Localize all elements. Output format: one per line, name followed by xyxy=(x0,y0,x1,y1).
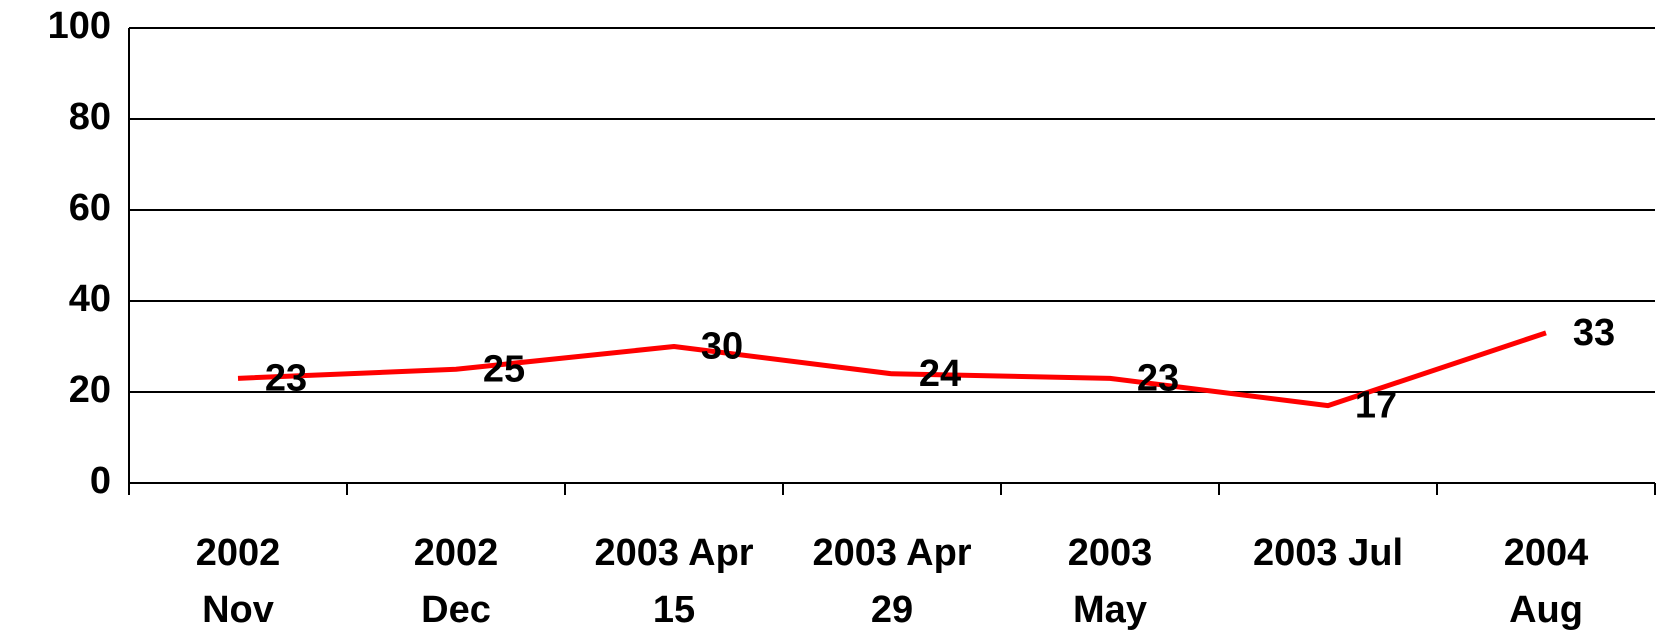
x-tick-label-box: 2003 May xyxy=(1067,532,1153,631)
x-tick-label-box: 2002 Dec xyxy=(413,532,499,631)
x-tick-label: 2002 Nov xyxy=(195,532,281,631)
x-tick-label-box: 2003 Apr 15 xyxy=(594,532,754,631)
line xyxy=(237,330,1547,409)
data-label: 25 xyxy=(483,348,525,390)
x-tick-label: 2003 May xyxy=(1067,532,1153,631)
x-tick-label: 2003 Apr 29 xyxy=(812,532,972,631)
y-tick-label: 100 xyxy=(48,5,111,47)
x-tick-label: 2004 Aug xyxy=(1503,532,1589,631)
x-tick-label: 2003 Apr 15 xyxy=(594,532,754,631)
x-tick-label-box: 2002 Nov xyxy=(195,532,281,631)
x-tick-label-box: 2003 Jul xyxy=(1253,532,1403,574)
data-label: 24 xyxy=(919,353,961,395)
data-label: 23 xyxy=(1137,357,1179,399)
data-label: 30 xyxy=(701,326,743,368)
y-tick-label: 80 xyxy=(69,96,111,138)
y-tick-label: 60 xyxy=(69,187,111,229)
y-tick-label: 40 xyxy=(69,278,111,320)
x-tick-label-box: 2004 Aug xyxy=(1503,532,1589,631)
data-label: 23 xyxy=(265,357,307,399)
data-label: 33 xyxy=(1573,312,1615,354)
y-tick-label: 20 xyxy=(69,369,111,411)
x-tick-label-box: 2003 Apr 29 xyxy=(812,532,972,631)
data-label: 17 xyxy=(1355,385,1397,427)
x-tick-label: 2003 Jul xyxy=(1253,532,1403,574)
y-tick-label: 0 xyxy=(90,460,111,502)
x-tick-label: 2002 Dec xyxy=(413,532,499,631)
